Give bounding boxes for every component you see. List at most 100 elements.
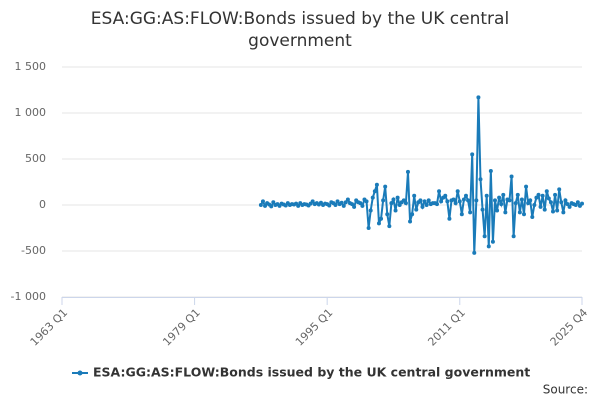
point [555, 208, 560, 213]
point [517, 210, 522, 215]
point [538, 204, 543, 209]
source: Source: [543, 383, 588, 397]
point [424, 203, 429, 207]
point [470, 152, 475, 157]
point [557, 187, 562, 192]
point [553, 192, 558, 197]
point [364, 199, 369, 204]
point [414, 207, 419, 212]
point [501, 192, 506, 197]
point [408, 219, 413, 224]
point [461, 197, 466, 202]
point [513, 201, 518, 206]
point [366, 226, 371, 230]
point [263, 203, 268, 208]
point [389, 201, 394, 206]
point [383, 184, 388, 189]
point [526, 201, 531, 206]
point [488, 168, 493, 173]
series-line [260, 97, 583, 253]
point [474, 198, 479, 203]
point [370, 195, 375, 200]
point [563, 198, 568, 203]
point [296, 203, 301, 208]
point [372, 189, 377, 194]
legend-label: ESA:GG:AS:FLOW:Bonds issued by the UK ce… [93, 365, 530, 380]
point [515, 192, 520, 197]
point [422, 199, 427, 204]
chart-title: ESA:GG:AS:FLOW:Bonds issued by the UK ce… [90, 9, 510, 51]
point [339, 200, 344, 205]
point [519, 197, 524, 202]
point [412, 193, 417, 198]
point [376, 221, 381, 226]
point [463, 193, 468, 198]
point [528, 198, 533, 203]
point [341, 203, 346, 208]
point [486, 244, 491, 249]
x-tick-label: 1963 Q1 [28, 306, 71, 349]
point [327, 203, 332, 208]
point [459, 212, 464, 217]
point [426, 198, 431, 203]
point [443, 193, 448, 198]
point [482, 234, 487, 239]
point [405, 169, 410, 174]
point [550, 209, 555, 214]
point [480, 207, 485, 212]
point [466, 198, 471, 203]
point [534, 195, 539, 200]
point [540, 193, 545, 198]
point [437, 189, 442, 194]
y-tick-label: 0 [39, 198, 46, 211]
point [269, 204, 274, 209]
point [258, 203, 263, 207]
point [521, 212, 526, 217]
point [350, 202, 355, 207]
x-tick-label: 1995 Q1 [293, 306, 336, 349]
point [343, 200, 348, 205]
point [536, 192, 541, 197]
point [434, 202, 439, 207]
point [439, 199, 444, 204]
point [472, 250, 477, 255]
point [360, 203, 365, 208]
x-tick-label: 2011 Q1 [425, 306, 468, 349]
x-tick-label: 2025 Q4 [548, 306, 591, 349]
point [544, 189, 549, 194]
y-tick-label: 1 000 [15, 106, 47, 119]
point [410, 212, 415, 217]
point [368, 208, 373, 213]
point [565, 202, 570, 207]
point [451, 197, 456, 202]
point [374, 182, 379, 187]
point [457, 199, 462, 204]
point [559, 200, 564, 205]
point [548, 200, 553, 205]
point [445, 199, 450, 204]
point [484, 193, 489, 198]
point [379, 216, 384, 221]
point [335, 199, 340, 204]
legend-marker [77, 370, 83, 376]
point [420, 204, 425, 209]
point [395, 195, 400, 200]
point [401, 198, 406, 203]
point [478, 177, 483, 182]
point [310, 199, 315, 204]
point [397, 203, 402, 207]
point [447, 216, 452, 221]
point [453, 201, 458, 206]
y-tick-label: -1 000 [11, 290, 46, 303]
point [492, 198, 497, 203]
point [381, 198, 386, 203]
point [507, 198, 512, 203]
y-tick-label: 1 500 [15, 60, 47, 73]
point [403, 201, 408, 206]
point [542, 207, 547, 212]
point [385, 212, 390, 217]
point [575, 200, 580, 205]
point [580, 201, 584, 206]
